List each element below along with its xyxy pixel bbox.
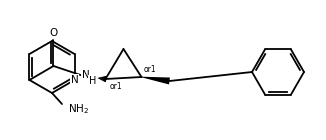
Text: or1: or1 xyxy=(110,81,122,90)
Text: H: H xyxy=(89,76,96,86)
Text: NH$_2$: NH$_2$ xyxy=(68,102,89,116)
Text: or1: or1 xyxy=(143,65,156,74)
Text: O: O xyxy=(49,28,58,38)
Text: N: N xyxy=(71,75,78,85)
Text: N: N xyxy=(82,70,89,80)
Polygon shape xyxy=(141,77,170,84)
